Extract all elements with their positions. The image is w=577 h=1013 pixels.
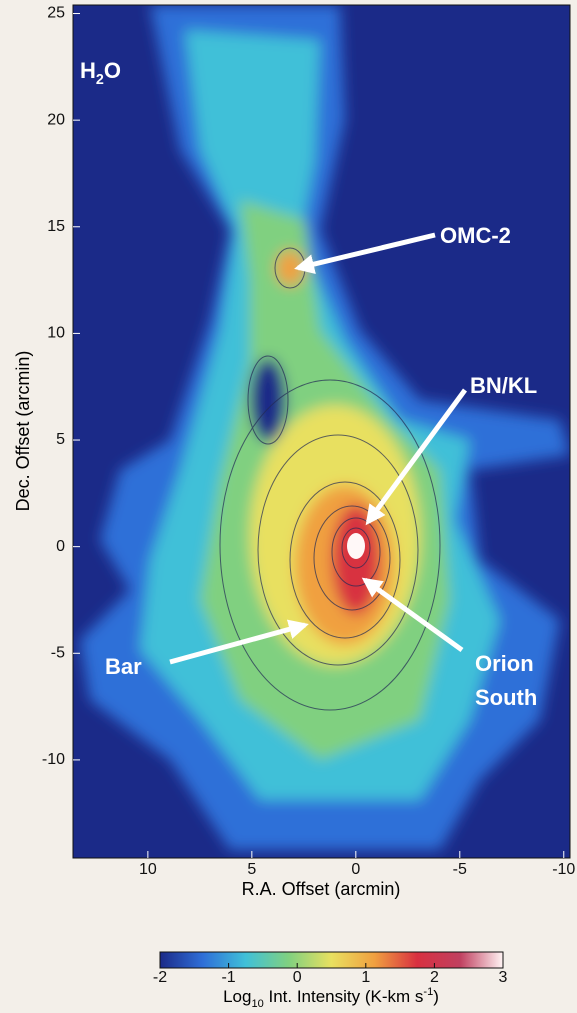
x-axis-label: R.A. Offset (arcmin) <box>242 879 401 899</box>
annotation: OMC-2 <box>440 223 511 248</box>
y-tick-label: 5 <box>56 431 65 448</box>
label-part: Int. Intensity (K-km s <box>264 987 424 1006</box>
colorbar-label: Log10 Int. Intensity (K-km s-1) <box>223 986 439 1008</box>
x-tick-label: 5 <box>247 861 256 878</box>
y-tick-label: 20 <box>47 111 65 128</box>
label-part: ) <box>433 987 439 1006</box>
x-tick-label: 0 <box>351 861 360 878</box>
colorbar-tick-label: -1 <box>221 969 235 986</box>
label-part: Log <box>223 987 251 1006</box>
y-tick-label: 0 <box>56 538 65 555</box>
colorbar-tick-label: 3 <box>499 969 508 986</box>
annotation: South <box>475 685 537 710</box>
colorbar-tick-label: 1 <box>361 969 370 986</box>
label-part: 10 <box>251 998 263 1008</box>
y-axis-label: Dec. Offset (arcmin) <box>13 351 33 512</box>
x-tick-label: -10 <box>552 861 575 878</box>
colorbar <box>160 952 503 968</box>
x-tick-label: -5 <box>453 861 467 878</box>
emission-core <box>347 533 365 559</box>
emission-peak <box>332 505 380 615</box>
colorbar-tick-label: -2 <box>153 969 167 986</box>
annotation: BN/KL <box>470 373 537 398</box>
annotation: Orion <box>475 651 534 676</box>
colorbar-tick-label: 0 <box>293 969 302 986</box>
y-tick-label: -10 <box>42 751 65 768</box>
label-part: -1 <box>423 986 433 998</box>
y-tick-label: 15 <box>47 218 65 235</box>
label-part: O <box>104 58 121 83</box>
heatmap <box>73 5 570 858</box>
label-part: H <box>80 58 96 83</box>
annotation: Bar <box>105 654 142 679</box>
colorbar-tick-label: 2 <box>430 969 439 986</box>
emission-hole <box>250 358 286 442</box>
label-part: 2 <box>96 72 104 88</box>
y-tick-label: 10 <box>47 325 65 342</box>
y-tick-label: 25 <box>47 5 65 22</box>
y-tick-label: -5 <box>51 644 65 661</box>
page: {"chart_data": {"type": "heatmap", "labe… <box>0 0 577 1013</box>
chart: H2O R.A. Offset (arcmin) Dec. Offset (ar… <box>0 0 577 1008</box>
x-tick-label: 10 <box>139 861 157 878</box>
